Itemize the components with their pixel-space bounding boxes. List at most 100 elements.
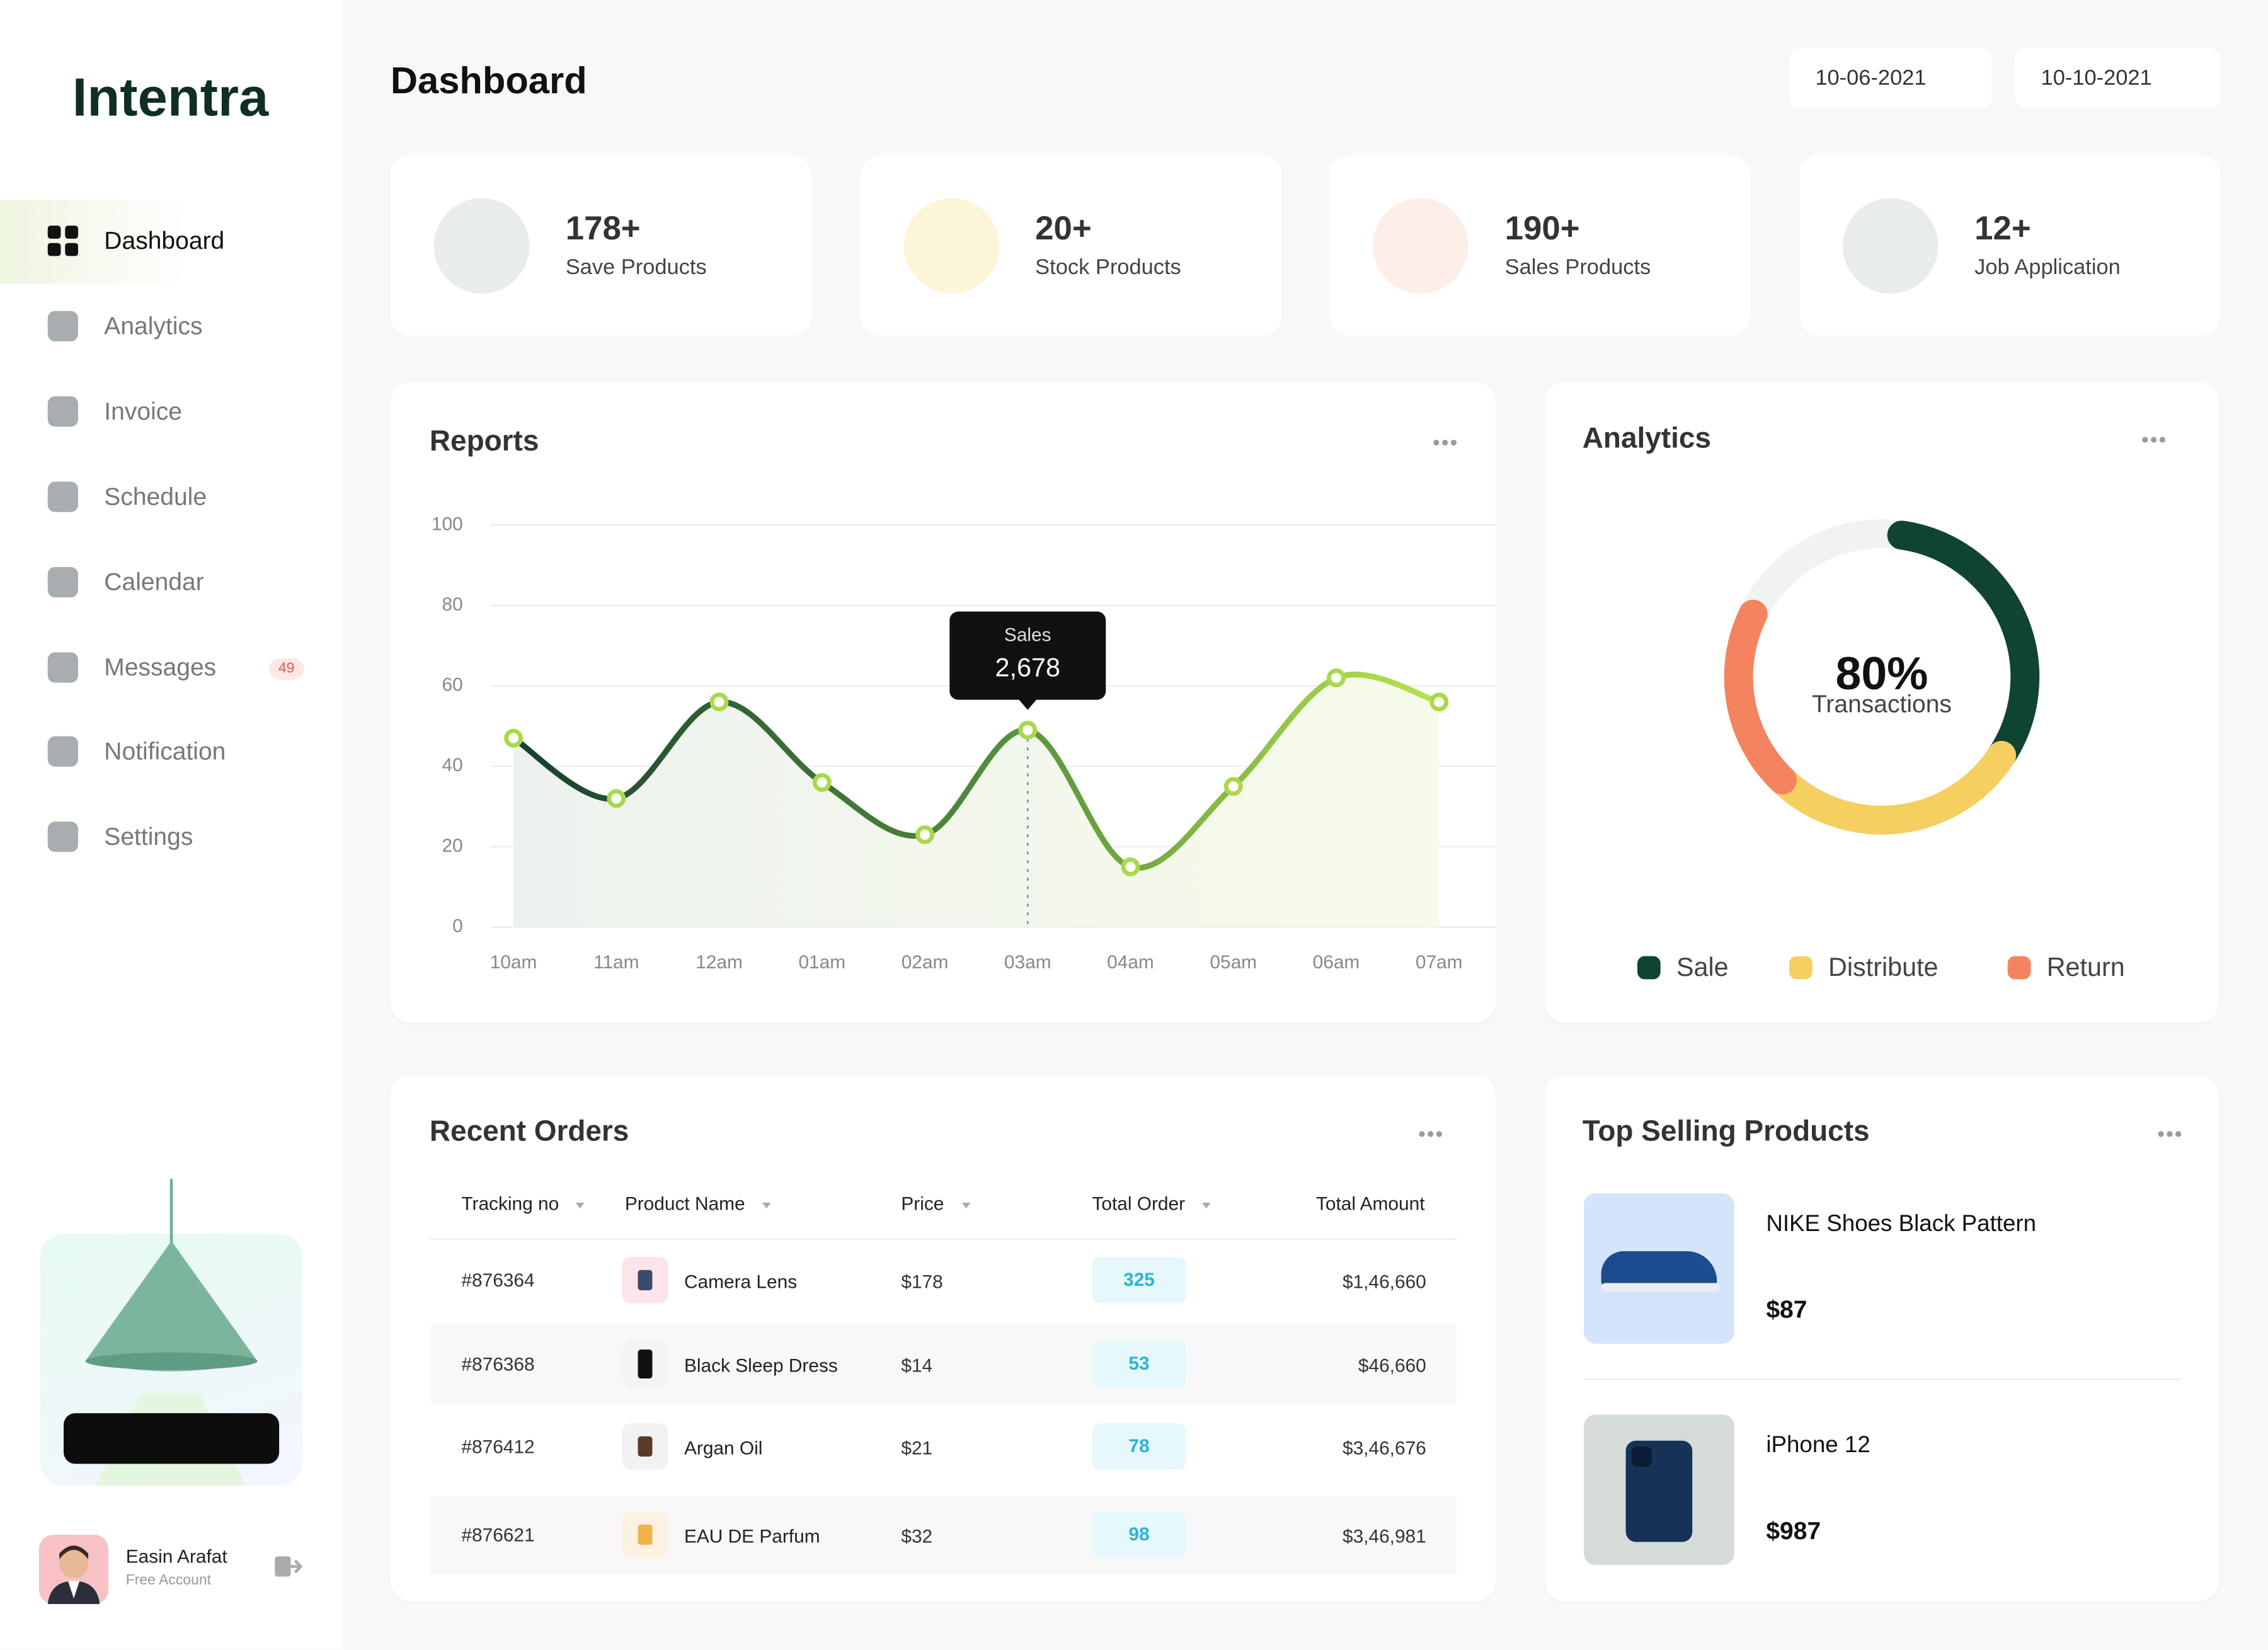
stat-card: 178+ Save Products [390,154,812,336]
product-thumb [622,1423,668,1470]
date-text: 10-10-2021 [2041,66,2152,91]
promo-button[interactable] [64,1413,280,1464]
top-products-menu[interactable] [2158,1130,2184,1138]
price: $32 [901,1525,933,1547]
product-thumb [622,1341,668,1387]
y-tick-label: 60 [442,675,463,696]
sidebar: Intentra Dashboard Analytics Invoice Schedu… [0,0,343,1649]
point-marker [812,772,832,792]
nav-icon-part [65,243,78,256]
nav-item[interactable]: Invoice [0,370,343,454]
stat-icon [1843,198,1939,294]
product-image [1584,1193,1734,1344]
nav-label: Messages [104,653,217,681]
nav-label: Settings [104,823,193,851]
donut-segment [1724,599,1797,794]
column-header-text: Tracking no [461,1192,559,1215]
column-header[interactable]: Price [901,1193,970,1214]
column-header-text: Total Amount [1315,1192,1425,1215]
nav-label: Dashboard [104,227,225,255]
point-marker [607,789,626,808]
donut-center-value: 80% [1835,647,1928,699]
stat-icon [1373,198,1469,294]
y-tick-label: 80 [442,594,463,615]
analytics-card: Sale Distribute Return 80% Transactions Anal… [1545,382,2219,1023]
tooltip-box [949,611,1106,710]
y-tick-label: 0 [452,916,463,937]
product-name: iPhone 12 [1766,1433,1870,1458]
nav-item[interactable]: Dashboard [0,199,343,284]
legend-label: Sale [1676,953,1729,982]
stat-label: Save Products [565,255,707,280]
x-tick-label: 11am [593,952,639,973]
x-tick-label: 02am [902,952,949,973]
nav-item[interactable]: Schedule [0,455,343,539]
donut-center-label: Transactions [1812,691,1952,718]
nav-item[interactable]: Settings [0,796,343,879]
x-tick-label: 12am [696,952,743,973]
phone-camera [1631,1446,1652,1467]
reports-menu[interactable] [1433,438,1459,447]
legend-swatch [1789,956,1813,980]
point-marker [1223,777,1243,796]
nav-icon [47,822,78,852]
point-marker [1121,857,1140,876]
nav-item[interactable]: Notification [0,711,343,794]
logout-button[interactable] [273,1552,302,1581]
date-picker[interactable]: 10-10-2021 [2015,47,2221,109]
column-header[interactable]: Total Order [1092,1193,1211,1214]
y-tick-label: 40 [442,755,463,776]
total-amount: $1,46,660 [1342,1270,1426,1293]
nav-label: Invoice [104,397,182,425]
column-header-text: Product Name [624,1192,745,1215]
shoe-shape [1601,1251,1717,1289]
stat-label: Job Application [1974,255,2121,280]
orders-menu[interactable] [1419,1130,1445,1138]
tracking-no: #876412 [461,1435,535,1458]
product-name: Black Sleep Dress [684,1355,838,1377]
logo: Intentra [72,67,269,128]
column-header[interactable]: Total Amount [1316,1193,1425,1214]
nav-icon [47,396,78,427]
point-marker [915,825,934,844]
product-thumb [622,1511,668,1558]
page-title: Dashboard [390,58,587,102]
product-name: Argan Oil [684,1436,763,1459]
nav-item[interactable]: Analytics [0,285,343,369]
donut-segment [1887,520,2040,770]
order-count: 325 [1092,1257,1186,1303]
row-background [429,1495,1457,1574]
product-price: $987 [1766,1517,1821,1545]
order-count: 98 [1092,1511,1186,1558]
column-header[interactable]: Tracking no [461,1193,585,1214]
nav-item[interactable]: Calendar [0,541,343,624]
legend-swatch [1637,956,1661,980]
stat-icon [903,198,999,294]
product-name: NIKE Shoes Black Pattern [1766,1212,2037,1237]
total-amount: $46,660 [1358,1355,1426,1377]
nav-icon [47,736,78,767]
date-text: 10-06-2021 [1815,66,1927,91]
product-thumb-shape [638,1524,653,1545]
nav-icon [47,566,78,597]
avatar [38,1534,109,1605]
stat-label: Stock Products [1035,255,1181,280]
reports-title: Reports [429,426,539,458]
analytics-menu[interactable] [2142,435,2168,444]
nav-item[interactable]: Messages 49 [0,626,343,709]
table-divider [429,1238,1457,1240]
total-amount: $3,46,981 [1342,1525,1426,1547]
nav-label: Calendar [104,568,204,595]
promo-card [40,1179,302,1486]
point-marker [1429,692,1449,712]
top-products-title: Top Selling Products [1582,1116,1870,1148]
shoe-sole [1601,1283,1720,1292]
date-picker[interactable]: 10-06-2021 [1789,47,1992,109]
top-products-card: Top Selling Products NIKE Shoes Black Pa… [1545,1074,2219,1601]
donut-segment [1768,740,2017,835]
nav-icon-part [47,226,61,239]
point-marker [504,728,523,748]
product-image [1584,1414,1734,1566]
column-header[interactable]: Product Name [625,1193,771,1214]
